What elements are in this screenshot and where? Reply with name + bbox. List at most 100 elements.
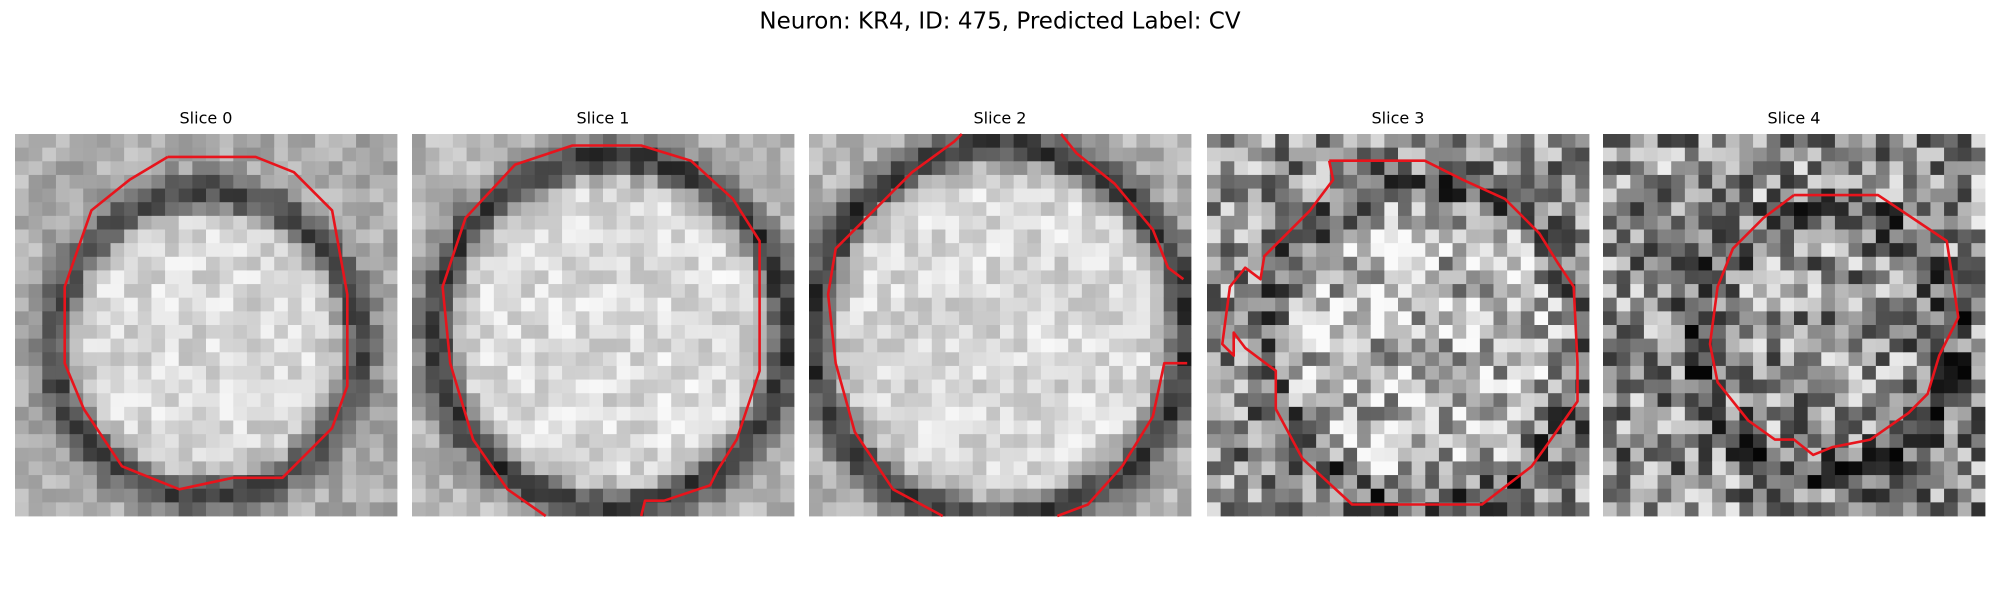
pixel (1150, 284, 1165, 299)
pixel (1136, 174, 1151, 189)
pixel (1068, 325, 1083, 340)
pixel (1875, 461, 1890, 476)
pixel (1957, 461, 1972, 476)
pixel (1466, 270, 1481, 285)
pixel (1109, 243, 1124, 258)
pixel (1466, 188, 1481, 203)
pixel (1136, 447, 1151, 462)
pixel (890, 270, 905, 285)
pixel (1163, 406, 1178, 421)
pixel (369, 461, 384, 476)
pixel (1150, 297, 1165, 312)
pixel (575, 215, 590, 230)
pixel (589, 243, 604, 258)
pixel (246, 270, 261, 285)
pixel (684, 325, 699, 340)
pixel (1889, 434, 1904, 449)
pixel (1957, 134, 1972, 149)
pixel (1834, 475, 1849, 490)
pixel (1384, 325, 1399, 340)
pixel (165, 502, 180, 517)
pixel (1807, 284, 1822, 299)
pixel (1739, 502, 1754, 517)
pixel (383, 502, 398, 517)
pixel (1657, 134, 1672, 149)
pixel (1261, 297, 1276, 312)
pixel (877, 134, 892, 149)
pixel (1316, 270, 1331, 285)
pixel (466, 475, 481, 490)
pixel (15, 243, 30, 258)
pixel (1807, 134, 1822, 149)
pixel (1411, 379, 1426, 394)
pixel (836, 202, 851, 217)
pixel (863, 325, 878, 340)
pixel (1971, 365, 1986, 380)
pixel (96, 229, 111, 244)
pixel (356, 229, 371, 244)
pixel (1054, 229, 1069, 244)
pixel (1438, 284, 1453, 299)
pixel (931, 297, 946, 312)
pixel (28, 461, 43, 476)
pixel (589, 215, 604, 230)
pixel (412, 365, 427, 380)
pixel (425, 284, 440, 299)
pixel (1930, 215, 1945, 230)
pixel (1398, 338, 1413, 353)
pixel (643, 174, 658, 189)
pixel (1384, 420, 1399, 435)
pixel (684, 393, 699, 408)
pixel (466, 188, 481, 203)
panel-title: Slice 3 (1372, 109, 1425, 128)
pixel (1889, 229, 1904, 244)
pixel (657, 420, 672, 435)
pixel (1068, 475, 1083, 490)
pixel (1889, 488, 1904, 503)
pixel (356, 297, 371, 312)
pixel (1411, 338, 1426, 353)
pixel (287, 325, 302, 340)
pixel (521, 379, 536, 394)
pixel (178, 215, 193, 230)
pixel (1316, 325, 1331, 340)
pixel (1122, 243, 1137, 258)
pixel (972, 297, 987, 312)
pixel (986, 325, 1001, 340)
pixel (1068, 420, 1083, 435)
pixel (15, 352, 30, 367)
pixel (137, 502, 152, 517)
pixel (1875, 447, 1890, 462)
pixel (1150, 434, 1165, 449)
pixel (877, 488, 892, 503)
pixel (780, 147, 795, 162)
pixel (753, 406, 768, 421)
pixel (28, 502, 43, 517)
pixel (1357, 147, 1372, 162)
pixel (712, 243, 727, 258)
pixel (1712, 174, 1727, 189)
pixel (1684, 475, 1699, 490)
pixel (1109, 215, 1124, 230)
pixel (1889, 365, 1904, 380)
pixel (1398, 161, 1413, 176)
pixel (151, 434, 166, 449)
pixel (124, 161, 139, 176)
pixel (863, 434, 878, 449)
pixel (493, 243, 508, 258)
pixel (1616, 188, 1631, 203)
pixel (1275, 297, 1290, 312)
pixel (986, 461, 1001, 476)
pixel (671, 379, 686, 394)
pixel (1875, 420, 1890, 435)
pixel (1657, 420, 1672, 435)
pixel (986, 488, 1001, 503)
pixel (1944, 434, 1959, 449)
pixel (493, 147, 508, 162)
pixel (206, 406, 221, 421)
pixel (315, 297, 330, 312)
pixel (1095, 311, 1110, 326)
pixel (863, 270, 878, 285)
pixel (356, 502, 371, 517)
pixel (1068, 147, 1083, 162)
